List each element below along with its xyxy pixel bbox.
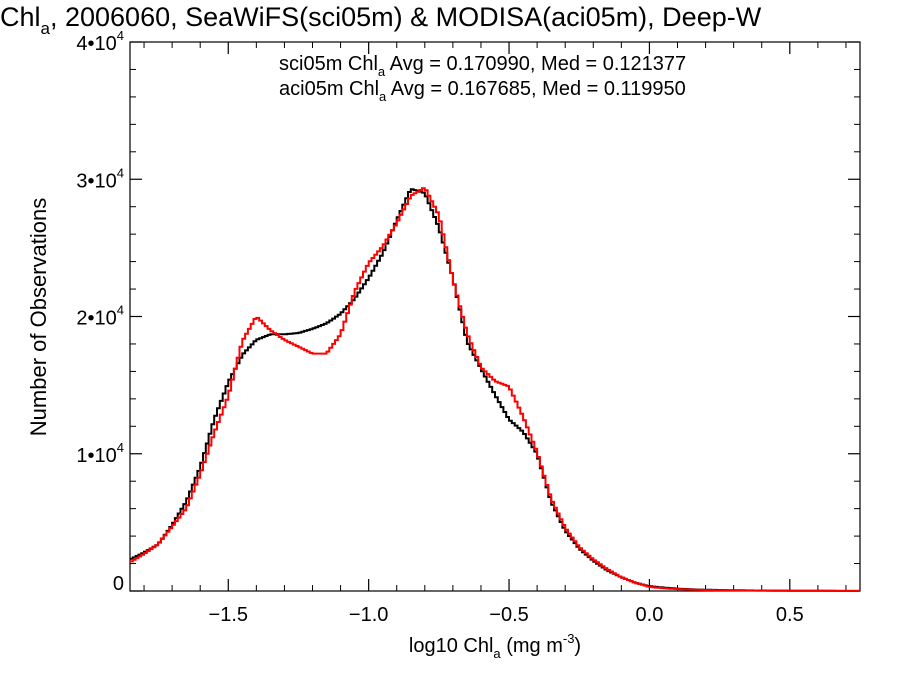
x-tick-label: 0.5 [776,604,804,626]
annotation-aci05m-post: Avg = 0.167685, Med = 0.119950 [386,78,686,100]
y-tick-label-base: 1•10 [76,445,116,467]
x-axis-label-pre: log10 Chl [409,635,494,657]
plot-frame [129,41,861,592]
y-tick-label: 3•104 [76,165,124,192]
x-axis-label-sub: a [493,646,501,661]
chart-title-sub: a [41,19,51,38]
x-tick-label: −1.5 [209,604,248,626]
series-lines [130,187,860,592]
y-tick-label-exponent: 4 [117,28,124,43]
y-tick-label: 1•104 [76,440,124,467]
y-tick-label-base: 2•10 [76,308,116,330]
chart-title-pre: Chl [0,2,41,32]
annotation-sci05m-post: Avg = 0.170990, Med = 0.121377 [385,53,686,75]
x-tick-label: −0.5 [489,604,528,626]
y-tick-label-exponent: 4 [117,303,124,318]
y-tick-label: 2•104 [76,303,124,330]
y-tick-label-base: 0 [113,573,124,595]
x-tick-label: −1.0 [349,604,388,626]
annotation-aci05m-sub: a [379,89,387,104]
y-tick-label-exponent: 4 [117,165,124,180]
y-tick-label: 4•104 [76,28,124,55]
annotation-aci05m: aci05m Chla Avg = 0.167685, Med = 0.1199… [279,78,686,104]
annotation-sci05m: sci05m Chla Avg = 0.170990, Med = 0.1213… [279,53,686,79]
chart-title: Chla, 2006060, SeaWiFS(sci05m) & MODISA(… [0,2,762,38]
chart-title-post: , 2006060, SeaWiFS(sci05m) & MODISA(aci0… [50,2,762,32]
y-axis-label: Number of Observations [26,198,51,436]
annotation-aci05m-pre: aci05m Chl [279,78,379,100]
x-tick-label: 0.0 [636,604,664,626]
series-line-aci05m [130,187,860,592]
x-axis-label-mid: (mg m [501,635,563,657]
y-tick-label-base: 3•10 [76,170,116,192]
series-line-sci05m [130,188,860,592]
annotation-sci05m-pre: sci05m Chl [279,53,378,75]
x-axis-label-sup: -3 [563,631,575,646]
x-axis-label: log10 Chla (mg m-3) [409,631,581,661]
y-tick-label-exponent: 4 [117,440,124,455]
y-tick-label-base: 4•10 [76,33,116,55]
annotation-sci05m-sub: a [378,64,386,79]
x-axis-label-post: ) [574,635,581,657]
y-tick-label: 0 [113,573,124,595]
